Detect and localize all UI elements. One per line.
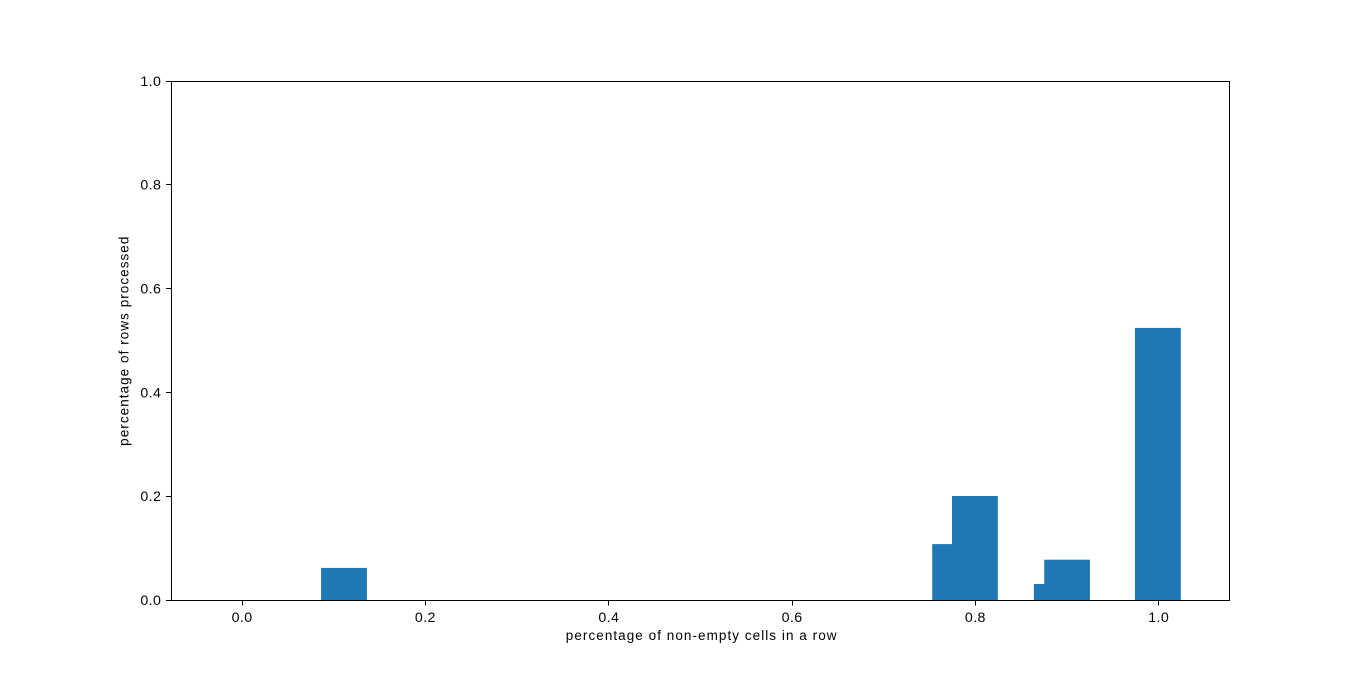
svg-text:1.0: 1.0 xyxy=(1148,610,1169,626)
svg-text:percentage of non-empty cells: percentage of non-empty cells in a row xyxy=(566,628,838,643)
svg-text:0.6: 0.6 xyxy=(782,610,803,626)
svg-text:percentage of rows processed: percentage of rows processed xyxy=(116,236,131,446)
svg-text:0.2: 0.2 xyxy=(415,610,436,626)
svg-text:0.8: 0.8 xyxy=(965,610,986,626)
svg-text:0.0: 0.0 xyxy=(140,593,161,609)
svg-text:0.4: 0.4 xyxy=(598,610,619,626)
svg-text:0.6: 0.6 xyxy=(140,282,161,298)
svg-text:0.8: 0.8 xyxy=(140,178,161,194)
svg-text:0.2: 0.2 xyxy=(140,489,161,505)
svg-text:0.0: 0.0 xyxy=(232,610,253,626)
svg-text:0.4: 0.4 xyxy=(140,385,161,401)
svg-text:1.0: 1.0 xyxy=(140,74,161,90)
